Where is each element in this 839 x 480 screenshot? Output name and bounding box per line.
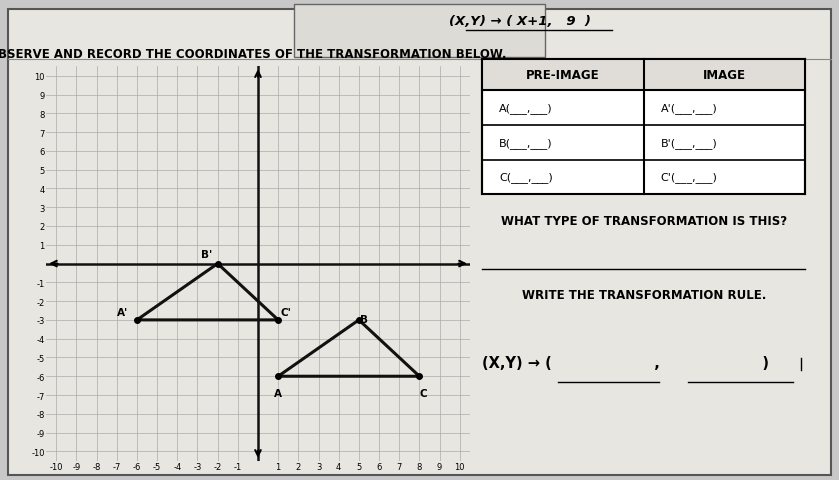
Text: WHAT TYPE OF TRANSFORMATION IS THIS?: WHAT TYPE OF TRANSFORMATION IS THIS?: [501, 214, 787, 227]
Text: A: A: [274, 388, 282, 398]
Text: A(___,___): A(___,___): [499, 103, 553, 114]
Text: (X,Y) → (                    ,                    ): (X,Y) → ( , ): [482, 356, 769, 371]
Text: B': B': [201, 249, 212, 259]
Text: (X,Y) → ( X+1,   9  ): (X,Y) → ( X+1, 9 ): [449, 15, 591, 28]
Text: A': A': [117, 307, 128, 317]
Text: C'(___,___): C'(___,___): [661, 172, 717, 183]
Bar: [482, 60, 805, 91]
Text: WRITE THE TRANSFORMATION RULE.: WRITE THE TRANSFORMATION RULE.: [522, 288, 766, 301]
Text: B(___,___): B(___,___): [499, 138, 553, 148]
Text: IMAGE: IMAGE: [703, 69, 746, 82]
Text: C: C: [420, 389, 427, 398]
Text: PRE-IMAGE: PRE-IMAGE: [526, 69, 600, 82]
Text: C': C': [281, 307, 292, 317]
Text: B'(___,___): B'(___,___): [661, 138, 717, 148]
Text: C(___,___): C(___,___): [499, 172, 553, 183]
FancyBboxPatch shape: [294, 5, 545, 58]
FancyBboxPatch shape: [8, 10, 831, 475]
Text: A'(___,___): A'(___,___): [661, 103, 717, 114]
Text: B: B: [360, 314, 368, 324]
Text: OBSERVE AND RECORD THE COORDINATES OF THE TRANSFORMATION BELOW.: OBSERVE AND RECORD THE COORDINATES OF TH…: [0, 48, 507, 61]
Bar: [482, 60, 805, 195]
